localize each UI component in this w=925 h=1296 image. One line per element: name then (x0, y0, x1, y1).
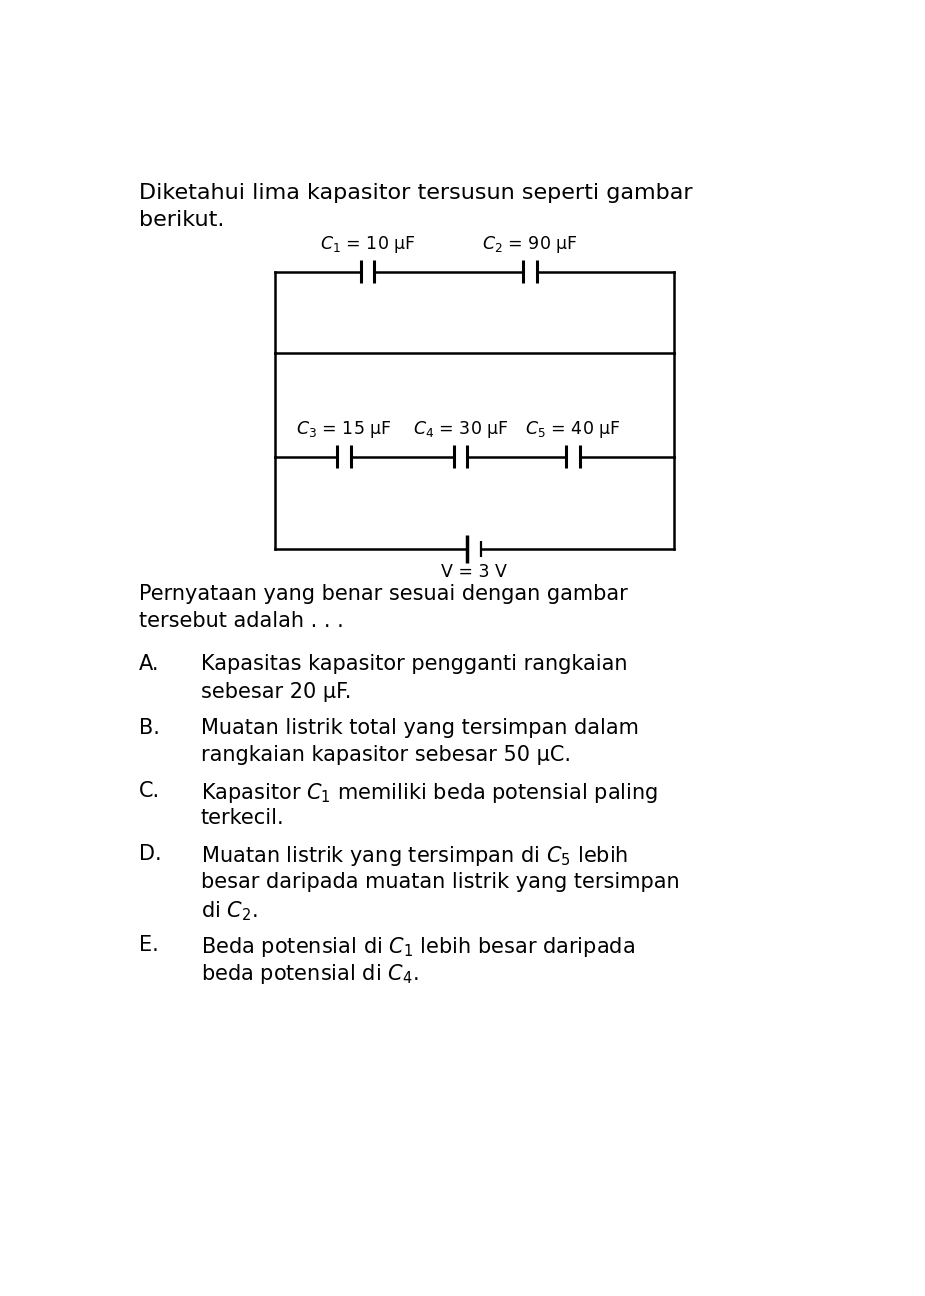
Text: Muatan listrik yang tersimpan di $C_5$ lebih: Muatan listrik yang tersimpan di $C_5$ l… (201, 844, 628, 868)
Text: D.: D. (139, 844, 162, 864)
Text: $C_3$ = 15 μF: $C_3$ = 15 μF (296, 419, 392, 439)
Text: Diketahui lima kapasitor tersusun seperti gambar: Diketahui lima kapasitor tersusun sepert… (139, 183, 693, 203)
Text: Pernyataan yang benar sesuai dengan gambar: Pernyataan yang benar sesuai dengan gamb… (139, 583, 628, 604)
Text: C.: C. (139, 780, 160, 801)
Text: berikut.: berikut. (139, 210, 224, 231)
Text: Beda potensial di $C_1$ lebih besar daripada: Beda potensial di $C_1$ lebih besar dari… (201, 934, 635, 959)
Text: beda potensial di $C_4$.: beda potensial di $C_4$. (201, 963, 418, 986)
Text: A.: A. (139, 654, 159, 674)
Text: Kapasitor $C_1$ memiliki beda potensial paling: Kapasitor $C_1$ memiliki beda potensial … (201, 780, 658, 805)
Text: V = 3 V: V = 3 V (440, 562, 507, 581)
Text: sebesar 20 μF.: sebesar 20 μF. (201, 682, 352, 702)
Text: besar daripada muatan listrik yang tersimpan: besar daripada muatan listrik yang tersi… (201, 872, 680, 892)
Text: tersebut adalah . . .: tersebut adalah . . . (139, 612, 343, 631)
Text: $C_4$ = 30 μF: $C_4$ = 30 μF (413, 419, 509, 439)
Text: Muatan listrik total yang tersimpan dalam: Muatan listrik total yang tersimpan dala… (201, 718, 639, 737)
Text: $C_5$ = 40 μF: $C_5$ = 40 μF (525, 419, 621, 439)
Text: $C_2$ = 90 μF: $C_2$ = 90 μF (483, 233, 578, 255)
Text: di $C_2$.: di $C_2$. (201, 899, 257, 923)
Text: rangkaian kapasitor sebesar 50 μC.: rangkaian kapasitor sebesar 50 μC. (201, 745, 571, 766)
Text: B.: B. (139, 718, 160, 737)
Text: E.: E. (139, 934, 158, 955)
Text: $C_1$ = 10 μF: $C_1$ = 10 μF (320, 233, 415, 255)
Text: Kapasitas kapasitor pengganti rangkaian: Kapasitas kapasitor pengganti rangkaian (201, 654, 627, 674)
Text: terkecil.: terkecil. (201, 809, 285, 828)
